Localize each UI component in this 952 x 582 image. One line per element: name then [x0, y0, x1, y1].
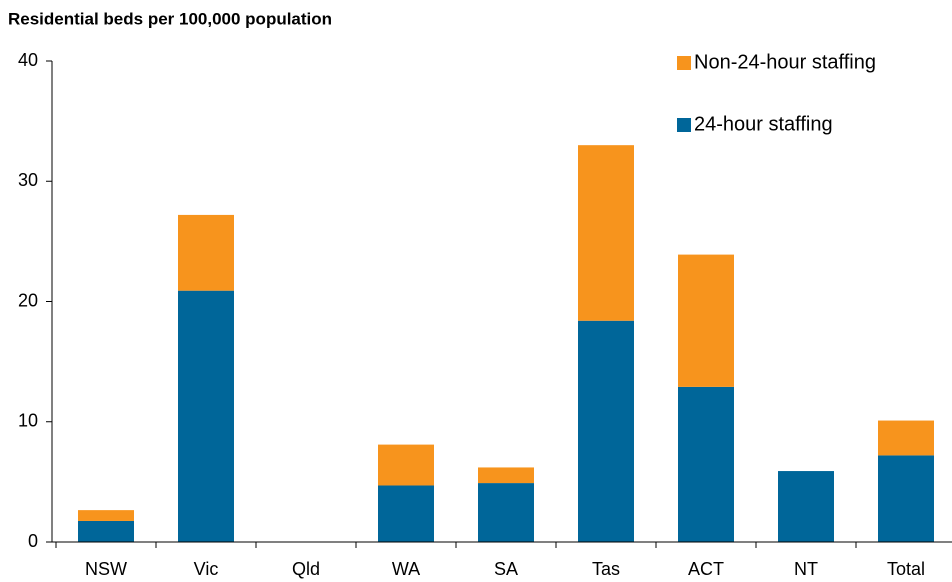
bar-segment [878, 455, 934, 542]
x-tick-label: NT [794, 559, 818, 579]
bar-segment [578, 320, 634, 542]
bar-segment [178, 290, 234, 542]
bar-segment [178, 214, 234, 291]
x-tick-label: Total [887, 559, 925, 579]
x-tick-label: Tas [592, 559, 620, 579]
x-tick-label: NSW [85, 559, 127, 579]
bar-segment [478, 483, 534, 542]
bar-segment [78, 520, 134, 542]
bar-segment [78, 510, 134, 521]
chart-title: Residential beds per 100,000 population [8, 9, 332, 28]
x-tick-label: WA [392, 559, 420, 579]
bar-segment [678, 254, 734, 387]
x-tick-label: Qld [292, 559, 320, 579]
bar-segment [378, 485, 434, 542]
y-tick-label: 0 [28, 531, 38, 551]
legend-swatch [677, 118, 691, 132]
y-tick-label: 40 [18, 50, 38, 70]
y-tick-label: 30 [18, 170, 38, 190]
legend-label: Non-24-hour staffing [694, 51, 876, 73]
bar-segment [678, 386, 734, 542]
bar-segment [778, 471, 834, 542]
bar-segment [878, 420, 934, 456]
bar-segment [378, 444, 434, 486]
bar-segment [578, 145, 634, 321]
x-tick-label: ACT [688, 559, 724, 579]
legend-label: 24-hour staffing [694, 113, 833, 135]
y-tick-label: 20 [18, 290, 38, 310]
x-tick-label: Vic [194, 559, 219, 579]
bar-segment [478, 467, 534, 484]
x-tick-label: SA [494, 559, 518, 579]
legend-swatch [677, 56, 691, 70]
y-tick-label: 10 [18, 411, 38, 431]
